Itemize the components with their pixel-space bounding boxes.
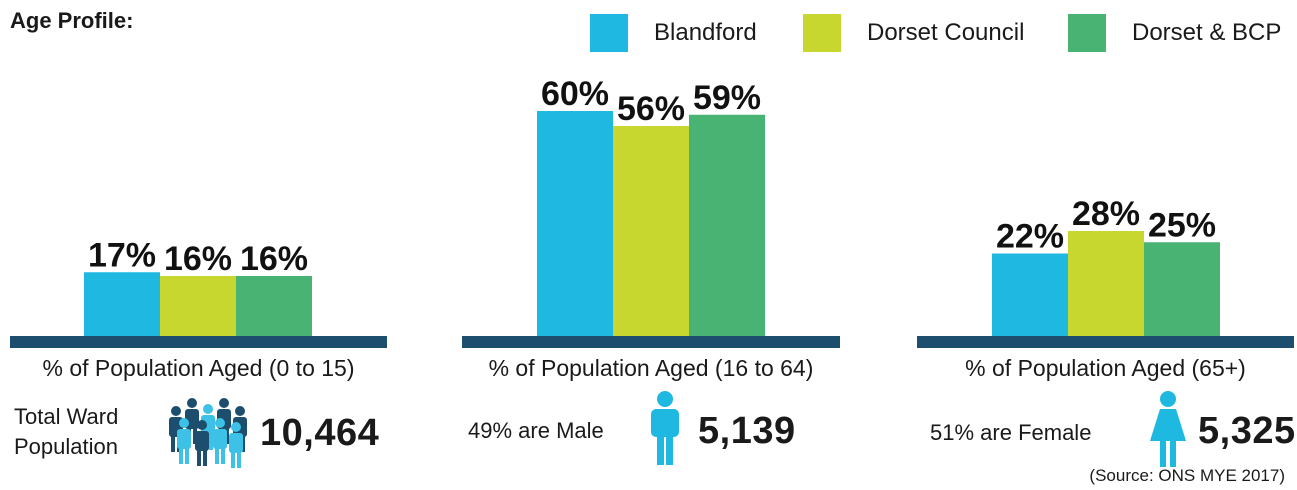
- data-label: 56%: [617, 90, 685, 128]
- data-label: 16%: [240, 240, 308, 278]
- data-label: 60%: [541, 75, 609, 113]
- female-pct: 51: [930, 420, 955, 445]
- legend-item-dorset-council: Dorset Council: [803, 13, 1024, 53]
- chart-title: Age Profile:: [10, 8, 134, 33]
- category-label: % of Population Aged (0 to 15): [43, 355, 355, 381]
- legend-swatch: [590, 14, 628, 52]
- total-population-label: Total Ward Population: [14, 402, 118, 462]
- female-icon: [1150, 391, 1186, 467]
- data-label: 25%: [1148, 206, 1216, 244]
- category-label: % of Population Aged (16 to 64): [489, 355, 814, 381]
- legend-label: Dorset & BCP: [1132, 19, 1282, 46]
- baseline-bar: [10, 336, 387, 348]
- people-group-icon: [169, 398, 247, 468]
- source-note: (Source: ONS MYE 2017): [1089, 466, 1285, 485]
- female-stat: 51 % are Female: [930, 420, 1091, 446]
- male-pct: 49: [468, 418, 493, 443]
- bar: [537, 111, 613, 336]
- data-label: 17%: [88, 236, 156, 274]
- data-label: 28%: [1072, 195, 1140, 233]
- bar: [160, 276, 236, 336]
- total-label-line2: Population: [14, 434, 118, 459]
- baseline-bar: [917, 336, 1294, 348]
- male-text: % are Male: [492, 418, 604, 443]
- legend-label: Dorset Council: [867, 19, 1025, 46]
- data-label: 16%: [164, 240, 232, 278]
- total-population-value: 10,464: [260, 412, 380, 454]
- baseline-bar: [462, 336, 840, 348]
- legend-swatch: [1068, 14, 1106, 52]
- bar: [613, 126, 689, 336]
- legend-label: Blandford: [654, 19, 757, 46]
- bar: [1144, 242, 1220, 336]
- data-label: 22%: [996, 218, 1064, 256]
- data-label: 59%: [693, 79, 761, 117]
- legend-swatch: [803, 14, 841, 52]
- female-value: 5,325: [1198, 410, 1296, 452]
- female-text: % are Female: [954, 420, 1092, 445]
- bar: [689, 114, 765, 336]
- bar: [1068, 231, 1144, 336]
- total-label-line1: Total Ward: [14, 404, 119, 429]
- bar: [992, 253, 1068, 336]
- male-value: 5,139: [698, 410, 796, 452]
- bar: [236, 276, 312, 336]
- male-icon: [651, 391, 679, 465]
- legend-item-dorset-bcp: Dorset & BCP: [1068, 13, 1281, 53]
- male-stat: 49 % are Male: [468, 418, 604, 444]
- bar: [84, 272, 160, 336]
- category-label: % of Population Aged (65+): [965, 355, 1246, 381]
- legend-item-blandford: Blandford: [590, 13, 757, 53]
